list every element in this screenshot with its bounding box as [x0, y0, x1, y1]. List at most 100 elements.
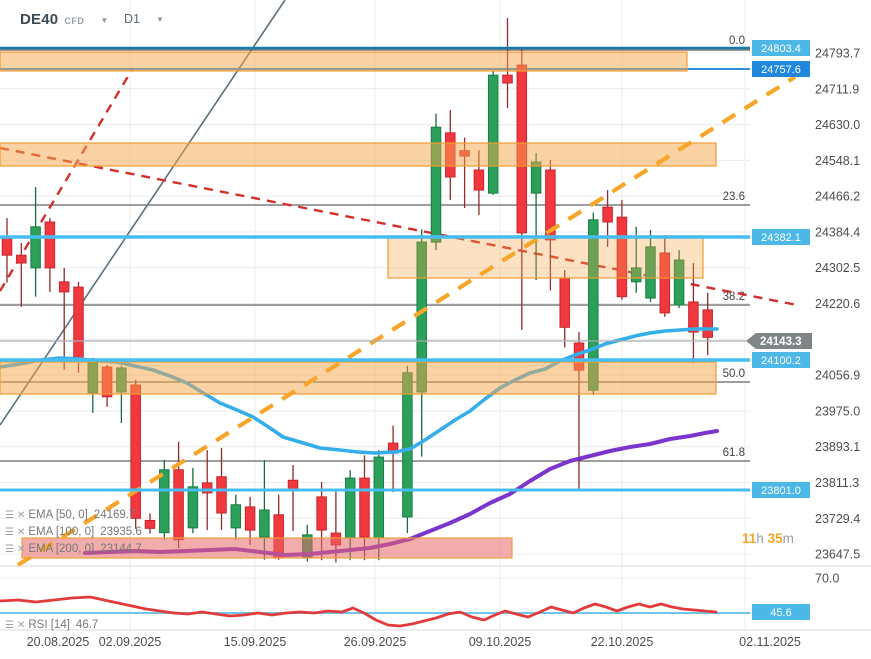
date-axis-label: 26.09.2025	[344, 635, 407, 649]
current-price-tag	[746, 333, 812, 349]
current-price-tag-text: 24143.3	[760, 336, 802, 348]
date-axis-label: 02.11.2025	[739, 635, 801, 649]
candle-body	[473, 169, 485, 191]
candle-body	[630, 267, 642, 283]
orange-dashed-trend-line	[16, 75, 797, 567]
price-axis-label: 23729.4	[815, 512, 860, 526]
candle-body	[130, 384, 141, 519]
fib-level-label: 23.6	[723, 191, 745, 203]
candle-body	[58, 281, 70, 293]
price-axis-label: 24302.5	[815, 261, 860, 275]
chevron-down-icon: ▼	[100, 16, 109, 25]
indicator-value: 23935.6	[100, 526, 142, 538]
indicator-remove-icon[interactable]: ✕	[16, 619, 26, 631]
price-level-tag-text: 45.6	[770, 607, 791, 619]
supply-demand-zone	[0, 51, 688, 72]
candle-body	[645, 246, 656, 299]
candle-body	[344, 477, 356, 539]
date-axis-label: 22.10.2025	[591, 635, 654, 649]
date-axis-label: 15.09.2025	[224, 635, 287, 649]
candle-body	[502, 74, 513, 84]
indicator-legend-rsi: ☰ ✕ RSI [14] 46.7	[5, 619, 98, 631]
price-axis-label: 24630.0	[815, 118, 860, 132]
price-level-tag-text: 24382.1	[761, 232, 801, 244]
candle-countdown-timer: 11h 35m	[742, 531, 794, 546]
candle-body	[201, 482, 213, 494]
date-axis-label: 09.10.2025	[469, 635, 532, 649]
price-level-tag	[752, 352, 810, 368]
indicator-legend-ema100: ☰ ✕ EMA [100, 0] 23935.6	[5, 526, 142, 538]
price-axis-label: 23893.1	[815, 440, 860, 454]
price-level-tag	[752, 604, 810, 620]
indicator-value: 46.7	[75, 619, 99, 631]
indicator-settings-icon[interactable]: ☰	[5, 543, 14, 555]
candle-body	[16, 254, 27, 264]
fib-level-label: 38.2	[723, 291, 745, 303]
candle-body	[559, 277, 570, 328]
symbol-selector[interactable]: DE40 CFD ▼	[20, 11, 108, 28]
indicator-remove-icon[interactable]: ✕	[16, 509, 26, 521]
date-axis-label: 02.09.2025	[99, 635, 162, 649]
candle-body	[44, 221, 56, 269]
candle-body	[487, 74, 499, 194]
candle-body	[259, 509, 270, 538]
candle-body	[702, 309, 713, 338]
price-level-tag-text: 23801.0	[761, 485, 801, 497]
price-axis-label: 24793.7	[815, 47, 860, 61]
indicator-settings-icon[interactable]: ☰	[5, 619, 14, 631]
rsi-line	[0, 595, 718, 628]
candle-body	[30, 226, 41, 269]
date-axis-label: 20.08.2025	[27, 635, 90, 649]
rsi-axis-label: 70.0	[815, 572, 839, 586]
candle-body	[173, 469, 184, 541]
indicator-label: EMA [50, 0]	[28, 509, 88, 521]
timeframe-label: D1	[124, 12, 140, 26]
indicator-remove-icon[interactable]: ✕	[16, 543, 26, 555]
indicator-label: EMA [100, 0]	[28, 526, 95, 538]
red-dashed-trend-line	[0, 67, 135, 292]
chevron-down-icon: ▼	[155, 15, 164, 24]
timeframe-selector[interactable]: D1 ▼	[124, 12, 164, 26]
candle-body	[373, 456, 385, 539]
symbol-name: DE40	[20, 11, 59, 28]
fib-level-label: 0.0	[729, 35, 745, 47]
price-axis-label: 24384.4	[815, 225, 860, 239]
indicator-legend-ema200: ☰ ✕ EMA [200, 0] 23144.7	[5, 543, 142, 555]
price-level-tag	[752, 40, 810, 56]
price-axis-label: 23975.0	[815, 404, 860, 418]
candle-body	[1, 236, 13, 256]
candle-body	[73, 286, 84, 361]
indicator-legend-ema50: ☰ ✕ EMA [50, 0] 24169.7	[5, 509, 135, 521]
price-axis-label: 24220.6	[815, 297, 860, 311]
supply-demand-zone	[0, 361, 717, 395]
indicator-settings-icon[interactable]: ☰	[5, 509, 14, 521]
supply-demand-zone	[0, 142, 717, 167]
price-axis-label: 24466.2	[815, 190, 860, 204]
indicator-label: RSI [14]	[28, 619, 70, 631]
indicator-value: 24169.7	[93, 509, 136, 521]
indicator-remove-icon[interactable]: ✕	[16, 526, 26, 538]
candle-body	[244, 506, 256, 531]
price-level-tag	[752, 482, 810, 498]
price-axis-label: 24711.9	[815, 82, 859, 96]
price-level-tag	[752, 61, 810, 77]
indicator-value: 23144.7	[100, 543, 142, 555]
fib-level-label: 61.8	[723, 447, 745, 459]
price-axis-label: 24056.9	[815, 369, 860, 383]
price-level-tag-text: 24100.2	[761, 355, 801, 367]
candle-body	[430, 126, 442, 243]
candle-body	[359, 477, 370, 538]
candle-body	[159, 469, 170, 534]
candle-body	[602, 206, 613, 223]
candle-body	[187, 486, 199, 529]
candle-body	[530, 161, 542, 194]
indicator-settings-icon[interactable]: ☰	[5, 526, 14, 538]
price-axis-label: 23811.3	[815, 476, 859, 490]
candle-body	[316, 496, 327, 531]
candle-body	[216, 476, 227, 514]
candle-body	[688, 301, 699, 333]
candle-body	[616, 216, 628, 298]
candle-body	[545, 169, 556, 241]
